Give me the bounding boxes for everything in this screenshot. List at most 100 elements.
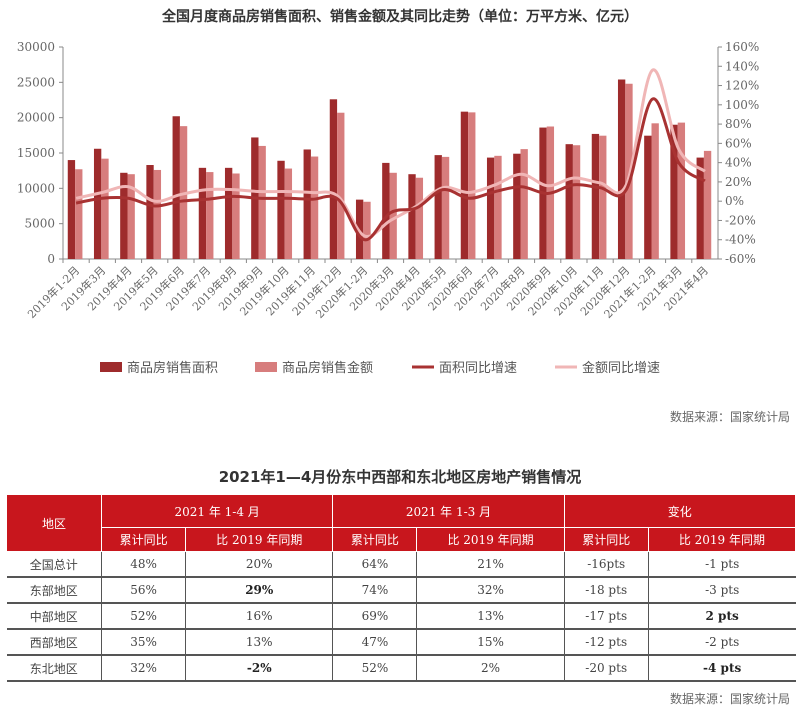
y-right-tick-label: 40% xyxy=(725,156,752,170)
bar-area xyxy=(486,157,495,259)
bar-amount xyxy=(75,169,83,259)
subheader: 累计同比 xyxy=(332,527,418,552)
bar-amount xyxy=(284,168,293,259)
bar-amount xyxy=(520,149,528,259)
subheader: 累计同比 xyxy=(100,527,187,552)
bar-amount xyxy=(415,177,424,259)
value-cell: 56% xyxy=(101,577,187,604)
bar-amount xyxy=(572,145,581,259)
group-header: 2021 年 1-4 月 xyxy=(100,494,334,528)
value-cell: 2% xyxy=(416,655,565,682)
value-cell: 35% xyxy=(101,629,187,656)
value-cell: -20 pts xyxy=(564,655,649,682)
line-amount-growth xyxy=(75,68,706,239)
y-left-tick-label: 0 xyxy=(47,252,55,266)
table-row: 中部地区 52% 16% 69% 13% -17 pts 2 pts xyxy=(6,603,796,630)
table-row: 东部地区 56% 29% 74% 32% -18 pts -3 pts xyxy=(6,577,796,604)
bar-amount xyxy=(232,173,240,259)
value-cell: 74% xyxy=(332,577,418,604)
bar-amount xyxy=(441,156,450,259)
value-cell: 69% xyxy=(332,603,418,630)
bar-area xyxy=(591,133,600,259)
y-left-tick-label: 10000 xyxy=(17,181,55,195)
chart-source: 数据来源：国家统计局 xyxy=(669,410,790,424)
legend-label: 面积同比增速 xyxy=(439,361,517,376)
combo-chart: 0 5000 10000 15000 20000 25000 30000 -60% -40% -2… xyxy=(17,40,760,376)
legend-label: 商品房销售金额 xyxy=(282,360,373,376)
bar-area xyxy=(329,99,338,259)
value-cell: 13% xyxy=(416,603,565,630)
subheader: 比 2019 年同期 xyxy=(416,527,565,552)
y-left-tick-label: 30000 xyxy=(17,40,55,54)
bar-amount xyxy=(389,172,397,259)
bar-amount xyxy=(599,135,607,259)
bar-amount xyxy=(494,155,502,259)
bar-area xyxy=(670,124,678,259)
value-cell: -17 pts xyxy=(564,603,649,630)
bar-area xyxy=(382,162,390,259)
y-right-tick-label: 140% xyxy=(725,59,759,73)
value-cell: 52% xyxy=(332,655,418,682)
value-cell: -18 pts xyxy=(564,577,649,604)
subheader: 累计同比 xyxy=(563,527,649,552)
value-cell: -4 pts xyxy=(648,655,796,682)
bar-area xyxy=(434,155,442,259)
chart-title: 全国月度商品房销售面积、销售金额及其同比走势（单位：万平方米、亿元） xyxy=(162,9,638,25)
y-right-tick-label: 60% xyxy=(725,136,752,150)
value-cell: 48% xyxy=(101,551,187,578)
value-cell: -16pts xyxy=(564,551,649,578)
bar-amount xyxy=(677,122,686,259)
bar-area xyxy=(565,144,573,259)
value-cell: 32% xyxy=(416,577,565,604)
bar-area xyxy=(224,167,233,259)
bar-area xyxy=(93,148,102,259)
y-left-tick-label: 5000 xyxy=(24,217,55,231)
legend-swatch xyxy=(255,362,277,372)
legend-swatch xyxy=(100,362,122,372)
bar-amount xyxy=(153,169,162,259)
bar-amount xyxy=(468,112,476,259)
region-cell: 东部地区 xyxy=(6,577,102,604)
table-row: 东北地区 32% -2% 52% 2% -20 pts -4 pts xyxy=(6,655,796,682)
group-header: 变化 xyxy=(563,494,797,528)
value-cell: 15% xyxy=(416,629,565,656)
region-cell: 全国总计 xyxy=(6,551,102,578)
legend-label: 金额同比增速 xyxy=(582,360,660,376)
value-cell: -12 pts xyxy=(564,629,649,656)
table-row: 西部地区 35% 13% 47% 15% -12 pts -2 pts xyxy=(6,629,796,656)
region-cell: 东北地区 xyxy=(6,655,102,682)
line-area-growth xyxy=(75,97,706,242)
y-left-tick-label: 20000 xyxy=(17,111,55,125)
y-left-tick-label: 15000 xyxy=(17,146,55,160)
value-cell: 32% xyxy=(101,655,187,682)
bar-amount xyxy=(310,156,319,259)
table-source: 数据来源：国家统计局 xyxy=(669,692,790,706)
y-right-tick-label: 80% xyxy=(725,117,752,131)
value-cell: 16% xyxy=(185,603,334,630)
value-cell: 20% xyxy=(185,551,334,578)
region-cell: 西部地区 xyxy=(6,629,102,656)
region-header: 地区 xyxy=(6,494,102,552)
y-left-tick-label: 25000 xyxy=(17,75,55,89)
legend-label: 商品房销售面积 xyxy=(127,360,218,376)
table-title: 2021年1—4月份东中西部和东北地区房地产销售情况 xyxy=(218,468,582,486)
y-right-tick-label: -20% xyxy=(725,213,756,227)
bar-area xyxy=(67,160,76,259)
bar-amount xyxy=(101,158,109,259)
bar-area xyxy=(644,135,652,259)
bar-area xyxy=(277,160,285,259)
y-right-tick-label: 160% xyxy=(725,40,759,54)
bar-amount xyxy=(651,123,659,259)
y-right-tick-label: 0% xyxy=(725,194,744,208)
bar-amount xyxy=(127,174,135,259)
y-right-tick-label: 20% xyxy=(725,175,752,189)
y-right-tick-label: 120% xyxy=(725,79,759,93)
value-cell: 2 pts xyxy=(648,603,796,630)
value-cell: 52% xyxy=(101,603,187,630)
value-cell: 29% xyxy=(185,577,334,604)
value-cell: 13% xyxy=(185,629,334,656)
group-header: 2021 年 1-3 月 xyxy=(332,494,565,528)
y-right-tick-label: 100% xyxy=(725,98,759,112)
value-cell: 21% xyxy=(416,551,565,578)
value-cell: -2% xyxy=(185,655,334,682)
